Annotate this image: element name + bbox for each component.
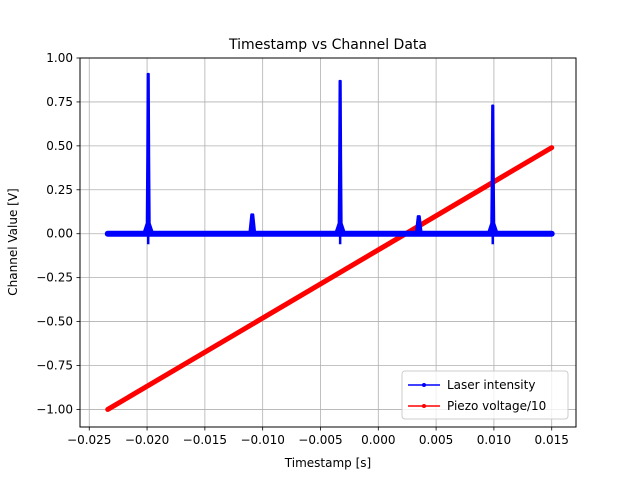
x-tick-label: 0.015 <box>535 433 569 447</box>
series-layer <box>104 72 555 412</box>
y-tick-label: 0.00 <box>46 227 73 241</box>
x-tick-label: −0.015 <box>183 433 227 447</box>
legend-label-piezo-voltage: Piezo voltage/10 <box>447 399 546 413</box>
series-line-piezo-voltage <box>105 145 555 412</box>
y-grid-lines <box>80 57 576 410</box>
x-tick-label: −0.020 <box>125 433 169 447</box>
legend-box <box>401 370 569 420</box>
y-tick-label: 0.50 <box>46 139 73 153</box>
series-peak-laser-intensity <box>486 104 499 235</box>
plot-area-frame <box>79 57 577 428</box>
series-peak-laser-intensity <box>414 215 423 235</box>
y-tick-label: −1.00 <box>36 402 73 416</box>
y-tick-label: −0.25 <box>36 271 73 285</box>
x-axis-ticks: −0.025 −0.020 −0.015 −0.010 −0.005 0.000 0.005… <box>67 427 569 447</box>
x-tick-label: −0.005 <box>298 433 342 447</box>
series-peak-laser-intensity <box>142 72 155 235</box>
y-tick-label: 0.75 <box>46 95 73 109</box>
legend-marker-laser-intensity <box>422 383 426 387</box>
y-axis-label: Channel Value [V] <box>6 188 20 295</box>
y-tick-label: −0.50 <box>36 315 73 329</box>
y-tick-label: 1.00 <box>46 51 73 65</box>
legend: Laser intensity Piezo voltage/10 <box>401 370 569 420</box>
x-tick-label: 0.010 <box>477 433 511 447</box>
x-tick-label: −0.010 <box>240 433 284 447</box>
y-tick-label: −0.75 <box>36 359 73 373</box>
legend-marker-piezo-voltage <box>422 404 426 408</box>
x-tick-label: 0.005 <box>419 433 453 447</box>
series-peak-laser-intensity <box>248 213 257 235</box>
x-tick-label: −0.025 <box>67 433 111 447</box>
series-peak-laser-intensity <box>334 79 347 235</box>
x-axis-label: Timestamp [s] <box>284 456 371 470</box>
chart-title: Timestamp vs Channel Data <box>228 37 427 53</box>
y-axis-ticks: 1.00 0.75 0.50 0.25 0.00 −0.25 −0.50 −0.75 −1.00 <box>36 51 80 416</box>
x-tick-label: 0.000 <box>361 433 395 447</box>
legend-label-laser-intensity: Laser intensity <box>447 378 535 392</box>
y-tick-label: 0.25 <box>46 183 73 197</box>
